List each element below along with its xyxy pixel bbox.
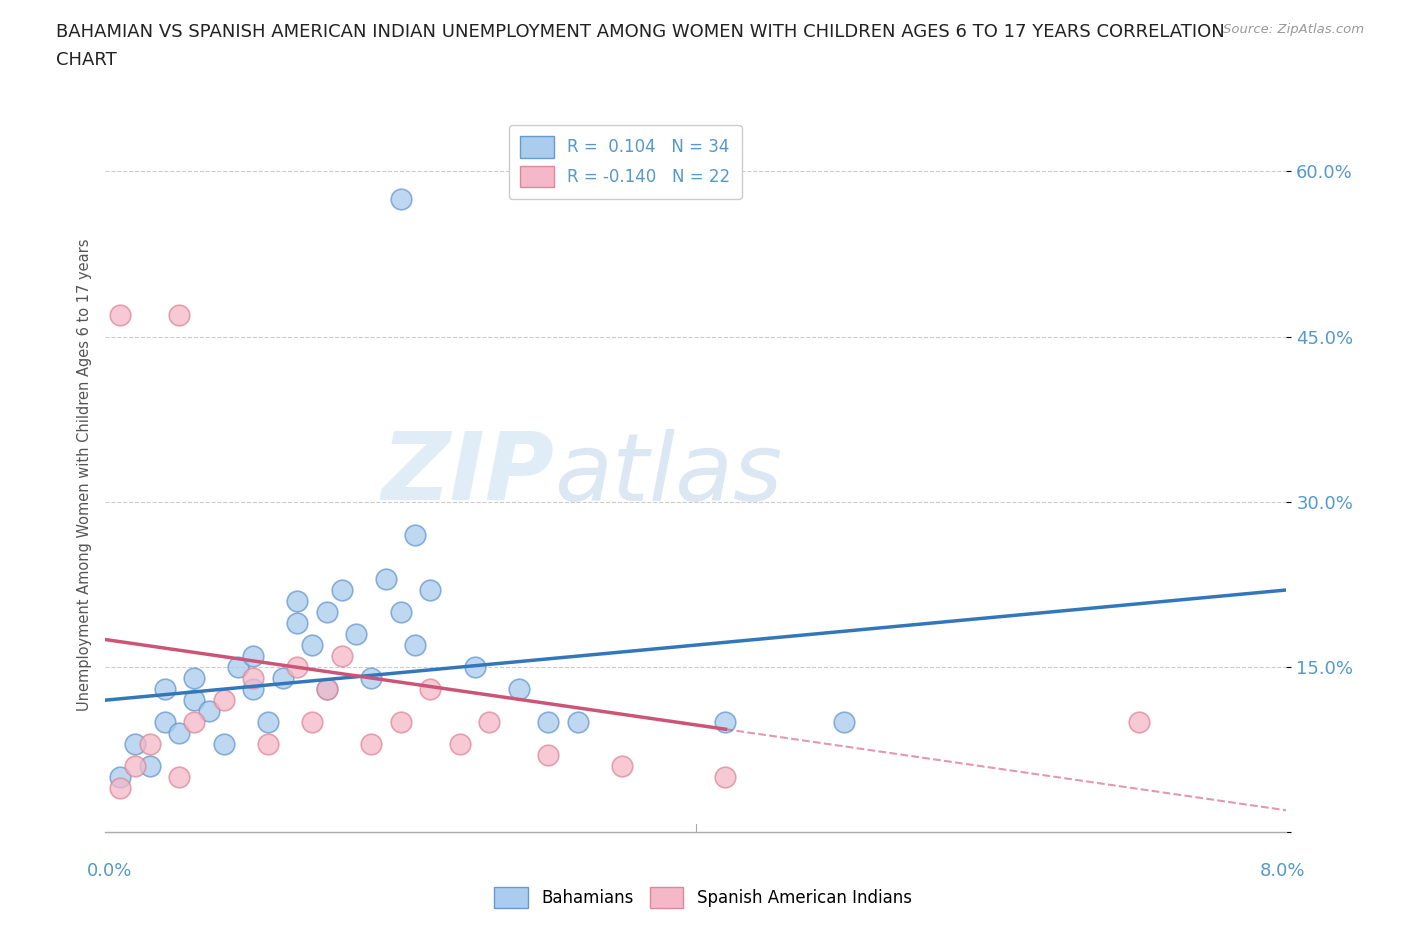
Point [138, 759, 162, 774]
Legend: R =  0.104   N = 34, R = -0.140   N = 22: R = 0.104 N = 34, R = -0.140 N = 22 [509, 125, 742, 199]
Point [315, 604, 337, 619]
Point [183, 671, 205, 685]
Point [612, 759, 634, 774]
Text: 8.0%: 8.0% [1260, 862, 1305, 880]
Text: BAHAMIAN VS SPANISH AMERICAN INDIAN UNEMPLOYMENT AMONG WOMEN WITH CHILDREN AGES : BAHAMIAN VS SPANISH AMERICAN INDIAN UNEM… [56, 23, 1225, 41]
Point [183, 693, 205, 708]
Point [124, 759, 146, 774]
Point [567, 715, 589, 730]
Point [389, 604, 412, 619]
Point [257, 715, 280, 730]
Point [271, 671, 294, 685]
Point [183, 715, 205, 730]
Point [1128, 715, 1150, 730]
Point [153, 715, 176, 730]
Text: atlas: atlas [554, 429, 783, 520]
Y-axis label: Unemployment Among Women with Children Ages 6 to 17 years: Unemployment Among Women with Children A… [76, 238, 91, 711]
Point [714, 715, 737, 730]
Point [138, 737, 162, 751]
Point [169, 770, 191, 785]
Point [124, 737, 146, 751]
Point [346, 627, 368, 642]
Point [537, 748, 560, 763]
Point [301, 715, 323, 730]
Point [242, 648, 264, 663]
Point [315, 682, 337, 697]
Point [330, 648, 353, 663]
Point [242, 671, 264, 685]
Text: Source: ZipAtlas.com: Source: ZipAtlas.com [1223, 23, 1364, 36]
Text: CHART: CHART [56, 51, 117, 69]
Point [287, 616, 309, 631]
Point [110, 781, 132, 796]
Point [315, 682, 337, 697]
Point [169, 307, 191, 322]
Point [287, 659, 309, 674]
Point [449, 737, 471, 751]
Point [419, 582, 441, 597]
Point [419, 682, 441, 697]
Point [301, 638, 323, 653]
Point [330, 582, 353, 597]
Point [110, 307, 132, 322]
Point [464, 659, 486, 674]
Point [405, 638, 427, 653]
Point [537, 715, 560, 730]
Point [714, 770, 737, 785]
Point [478, 715, 501, 730]
Point [374, 572, 398, 587]
Point [360, 671, 382, 685]
Point [832, 715, 855, 730]
Point [405, 527, 427, 542]
Point [360, 737, 382, 751]
Point [110, 770, 132, 785]
Point [153, 682, 176, 697]
Text: ZIP: ZIP [381, 429, 554, 520]
Point [242, 682, 264, 697]
Text: 0.0%: 0.0% [87, 862, 132, 880]
Point [212, 737, 235, 751]
Point [287, 593, 309, 608]
Point [508, 682, 530, 697]
Point [257, 737, 280, 751]
Point [389, 192, 412, 206]
Point [169, 725, 191, 740]
Point [389, 715, 412, 730]
Point [212, 693, 235, 708]
Legend: Bahamians, Spanish American Indians: Bahamians, Spanish American Indians [488, 881, 918, 914]
Point [197, 704, 219, 719]
Point [228, 659, 250, 674]
